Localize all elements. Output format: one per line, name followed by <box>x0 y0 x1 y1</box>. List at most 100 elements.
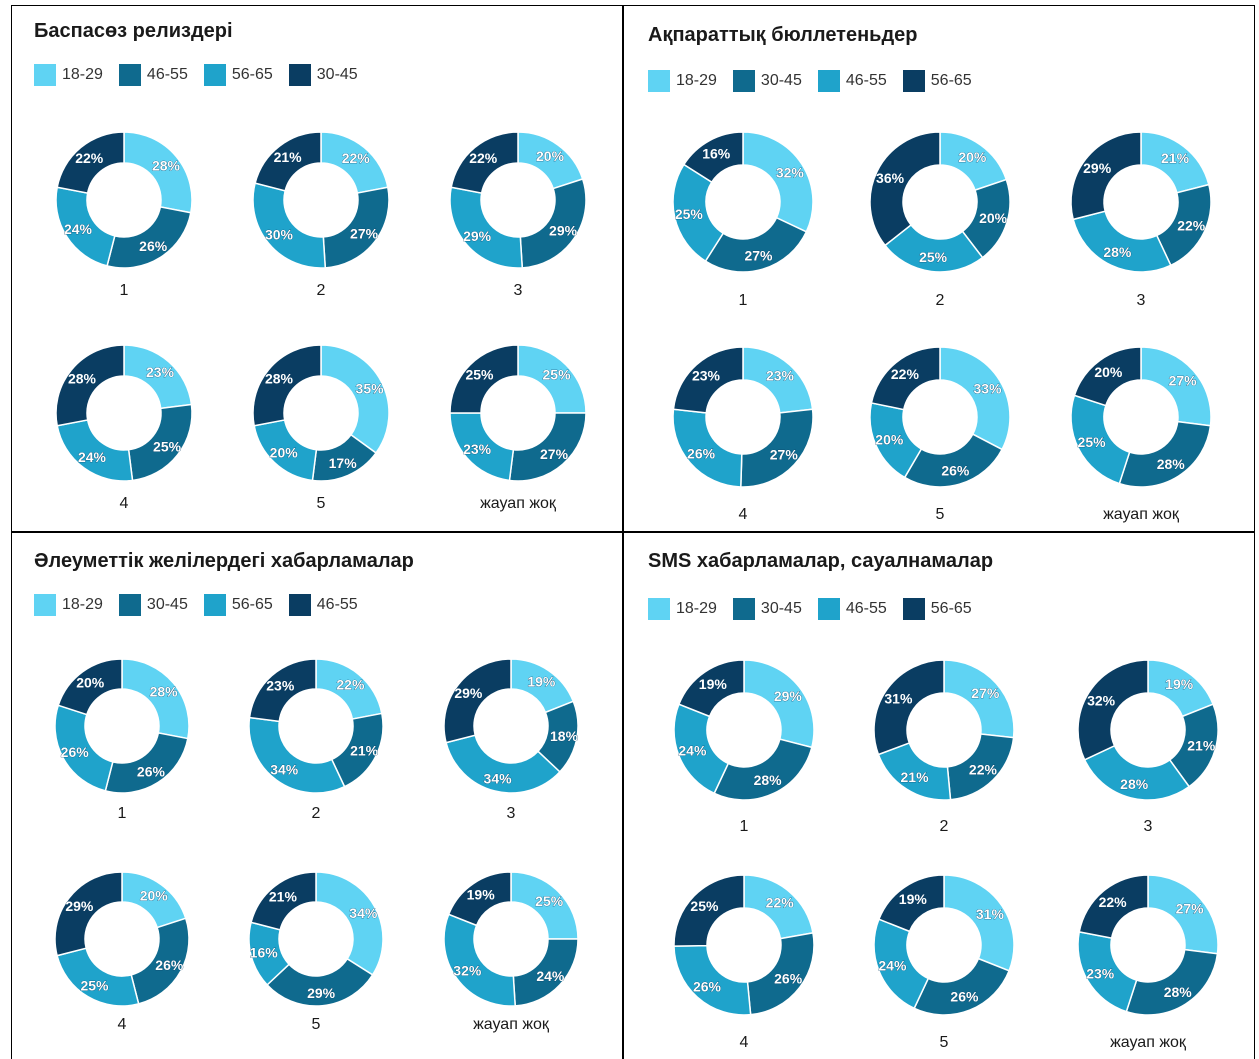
slice-data-label: 27% <box>971 685 1000 701</box>
donut-category-label: 3 <box>513 282 523 299</box>
slice-data-label: 28% <box>68 370 97 386</box>
donut-slice <box>123 131 193 214</box>
donut-category-label: жауап жоқ <box>480 495 556 512</box>
donut-slice <box>519 178 587 269</box>
donut-slice <box>449 344 519 414</box>
slice-data-label: 20% <box>979 210 1008 226</box>
legend-swatch <box>118 64 141 86</box>
donut-slice <box>104 732 189 794</box>
slice-data-label: 34% <box>349 905 378 921</box>
slice-data-label: 26% <box>61 744 90 760</box>
slice-data-label: 29% <box>463 228 492 244</box>
chart-panel-press-releases: Баспасөз релиздері 18-29 46-55 56-65 30-45 … <box>34 20 614 520</box>
legend-item: 18-29 <box>34 594 103 616</box>
slice-data-label: 25% <box>153 438 182 454</box>
slice-data-label: 19% <box>1165 676 1194 692</box>
slice-data-label: 22% <box>342 150 371 166</box>
donut-slice <box>673 874 745 947</box>
donut-chart: 25% 27% 23% 25% <box>449 344 587 482</box>
donut-chart: 19% 18% 34% 29% <box>443 658 579 794</box>
slice-data-label: 32% <box>1087 692 1116 708</box>
legend-label: 18-29 <box>676 72 717 89</box>
chart-panel-sms-surveys: SMS хабарламалар, сауалнамалар 18-29 30-4… <box>648 550 1238 1051</box>
middle-divider <box>11 531 1255 533</box>
legend-label: 30-45 <box>316 66 358 83</box>
slice-data-label: 25% <box>675 206 704 222</box>
donut-category-label: 2 <box>311 805 321 822</box>
slice-data-label: 29% <box>65 898 94 914</box>
legend-swatch <box>732 70 755 92</box>
legend-swatch <box>203 64 226 86</box>
slice-data-label: 26% <box>155 957 184 973</box>
legend-label: 56-65 <box>930 600 972 617</box>
slice-data-label: 22% <box>1099 894 1128 910</box>
slice-data-label: 18% <box>550 728 579 744</box>
donut-chart: 20% 29% 29% 22% <box>449 131 587 269</box>
donut-chart: 31% 26% 24% 19% <box>873 874 1015 1016</box>
chart-panel-social-media: Әлеуметтік желілердегі хабарламалар 18-2… <box>34 550 614 1050</box>
donut-slice <box>740 408 814 488</box>
donut-slice <box>252 182 327 269</box>
legend-swatch <box>203 594 226 616</box>
slice-data-label: 22% <box>891 366 920 382</box>
donut-category-label: 3 <box>1143 818 1153 835</box>
legend-swatch <box>34 594 56 616</box>
donut-slice <box>315 871 384 976</box>
slice-data-label: 17% <box>329 455 358 471</box>
donut-slice <box>130 917 190 1005</box>
legend-label: 56-65 <box>231 596 273 613</box>
slice-data-label: 27% <box>540 446 569 462</box>
slice-data-label: 27% <box>744 247 773 263</box>
donut-slice <box>704 216 808 273</box>
legend-item: 18-29 <box>34 64 103 86</box>
slice-data-label: 35% <box>356 380 385 396</box>
legend-swatch <box>288 64 311 86</box>
donut-slice <box>1072 210 1172 273</box>
slice-data-label: 22% <box>75 150 104 166</box>
donut-chart: 27% 28% 25% 20% <box>1070 346 1212 488</box>
slice-data-label: 25% <box>80 977 109 993</box>
legend: 18-29 30-45 46-55 56-65 <box>648 598 988 620</box>
donut-slice <box>1140 346 1212 427</box>
slice-data-label: 22% <box>336 676 365 692</box>
donut-slice <box>248 716 346 794</box>
slice-data-label: 25% <box>465 366 494 382</box>
donut-slice <box>1077 659 1149 761</box>
slice-data-label: 20% <box>1094 364 1123 380</box>
legend: 18-29 30-45 56-65 46-55 <box>34 594 374 616</box>
slice-data-label: 31% <box>976 906 1005 922</box>
donut-slice <box>903 433 1004 488</box>
slice-data-label: 23% <box>463 441 492 457</box>
legend-item: 46-55 <box>288 594 358 616</box>
legend-swatch <box>902 70 925 92</box>
donut-slice <box>742 131 814 233</box>
donut-chart: 22% 21% 34% 23% <box>248 658 384 794</box>
slice-data-label: 28% <box>265 370 294 386</box>
donut-slice <box>870 346 941 411</box>
slice-data-label: 23% <box>266 677 295 693</box>
legend-item: 56-65 <box>203 64 273 86</box>
legend-label: 18-29 <box>62 596 103 613</box>
donut-slice <box>252 344 322 427</box>
slice-data-label: 33% <box>973 380 1002 396</box>
donut-slice <box>943 874 1015 972</box>
donut-chart: 25% 24% 32% 19% <box>443 871 579 1007</box>
donut-category-label: 5 <box>316 495 326 512</box>
slice-data-label: 25% <box>690 898 719 914</box>
legend-label: 30-45 <box>760 72 802 89</box>
slice-data-label: 24% <box>878 957 907 973</box>
donut-chart: 22% 26% 26% 25% <box>673 874 815 1016</box>
slice-data-label: 32% <box>453 963 482 979</box>
donut-slice <box>54 871 123 957</box>
donut-category-label: 4 <box>739 1034 749 1051</box>
panel-title: Баспасөз релиздері <box>34 20 233 42</box>
slice-data-label: 28% <box>1164 984 1193 1000</box>
donut-slice <box>672 346 744 414</box>
legend-item: 46-55 <box>817 598 887 620</box>
legend-label: 46-55 <box>316 596 358 613</box>
donut-grid: 29%28%24%19%27%22%21%31%19%21%28%32%22%2… <box>673 659 1219 1016</box>
donut-chart: 23% 25% 24% 28% <box>55 344 193 482</box>
donut-slice <box>1118 420 1212 488</box>
slice-data-label: 22% <box>469 150 498 166</box>
legend-swatch <box>902 598 925 620</box>
